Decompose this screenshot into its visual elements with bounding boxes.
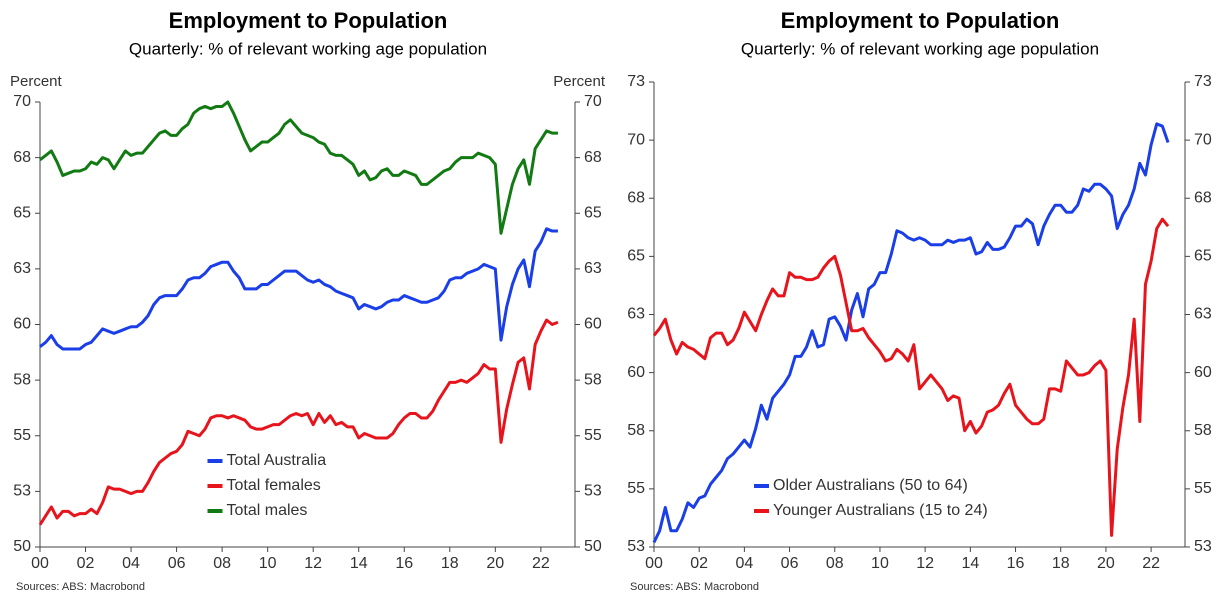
- x-tick-label: 00: [645, 555, 663, 572]
- y-tick-label: 55: [627, 480, 645, 497]
- legend-label: Older Australians (50 to 64): [773, 477, 968, 494]
- series-line: [39, 100, 558, 235]
- y-tick-label: 70: [13, 93, 31, 110]
- y2-tick-label: 53: [584, 483, 602, 500]
- x-tick-label: 12: [916, 555, 934, 572]
- x-tick-label: 20: [1097, 555, 1115, 572]
- y-tick-label: 63: [627, 306, 645, 323]
- source-note: Sources: ABS: Macrobond: [16, 581, 145, 593]
- legend-label: Total Australia: [227, 452, 327, 469]
- x-tick-label: 04: [735, 555, 753, 572]
- y-tick-label: 68: [13, 149, 31, 166]
- y2-tick-label: 68: [584, 149, 602, 166]
- x-tick-label: 14: [961, 555, 979, 572]
- y2-tick-label: 63: [1194, 306, 1212, 323]
- chart-subtitle: Quarterly: % of relevant working age pop…: [129, 39, 487, 58]
- x-tick-label: 16: [1007, 555, 1025, 572]
- y-tick-label: 65: [13, 204, 31, 221]
- x-tick-label: 06: [781, 555, 799, 572]
- series-line: [652, 217, 1170, 537]
- legend-label: Total males: [227, 502, 308, 519]
- x-tick-label: 02: [690, 555, 708, 572]
- y2-tick-label: 60: [1194, 364, 1212, 381]
- y2-axis-label: Percent: [553, 73, 606, 90]
- y-tick-label: 60: [13, 316, 31, 333]
- y-tick-label: 53: [627, 538, 645, 555]
- y2-tick-label: 65: [1194, 248, 1212, 265]
- y-tick-label: 70: [627, 131, 645, 148]
- legend-label: Younger Australians (15 to 24): [773, 502, 988, 519]
- y2-tick-label: 58: [1194, 422, 1212, 439]
- x-tick-label: 12: [304, 555, 322, 572]
- series-line: [652, 122, 1170, 544]
- y-tick-label: 58: [13, 371, 31, 388]
- x-tick-label: 10: [259, 555, 277, 572]
- series-line: [39, 227, 558, 351]
- y2-tick-label: 68: [1194, 189, 1212, 206]
- y-tick-label: 63: [13, 260, 31, 277]
- x-tick-label: 22: [1142, 555, 1160, 572]
- x-tick-label: 20: [486, 555, 504, 572]
- y-axis-label: Percent: [10, 73, 63, 90]
- y-tick-label: 68: [627, 189, 645, 206]
- y-tick-label: 73: [627, 73, 645, 90]
- y2-tick-label: 58: [584, 371, 602, 388]
- chart-title: Employment to Population: [169, 8, 448, 33]
- y-tick-label: 50: [13, 538, 31, 555]
- x-tick-label: 10: [871, 555, 889, 572]
- series-line: [38, 318, 559, 526]
- y2-tick-label: 70: [584, 93, 602, 110]
- x-tick-label: 16: [395, 555, 413, 572]
- x-tick-label: 08: [826, 555, 844, 572]
- source-note: Sources: ABS: Macrobond: [630, 581, 759, 593]
- y2-tick-label: 50: [584, 538, 602, 555]
- y-tick-label: 58: [627, 422, 645, 439]
- chart-title: Employment to Population: [781, 8, 1060, 33]
- y2-tick-label: 60: [584, 316, 602, 333]
- x-tick-label: 22: [532, 555, 550, 572]
- y2-tick-label: 53: [1194, 538, 1212, 555]
- x-tick-label: 14: [350, 555, 368, 572]
- y-tick-label: 53: [13, 483, 31, 500]
- x-tick-label: 08: [213, 555, 231, 572]
- y-tick-label: 55: [13, 427, 31, 444]
- x-tick-label: 04: [122, 555, 140, 572]
- y2-tick-label: 65: [584, 204, 602, 221]
- x-tick-label: 02: [77, 555, 95, 572]
- y-tick-label: 60: [627, 364, 645, 381]
- y2-tick-label: 70: [1194, 131, 1212, 148]
- y-tick-label: 65: [627, 248, 645, 265]
- x-tick-label: 06: [168, 555, 186, 572]
- y2-tick-label: 73: [1194, 73, 1212, 90]
- x-tick-label: 00: [31, 555, 49, 572]
- y2-tick-label: 55: [584, 427, 602, 444]
- x-tick-label: 18: [1052, 555, 1070, 572]
- y2-tick-label: 63: [584, 260, 602, 277]
- chart-subtitle: Quarterly: % of relevant working age pop…: [741, 39, 1099, 58]
- x-tick-label: 18: [441, 555, 459, 572]
- legend-label: Total females: [227, 477, 321, 494]
- y2-tick-label: 55: [1194, 480, 1212, 497]
